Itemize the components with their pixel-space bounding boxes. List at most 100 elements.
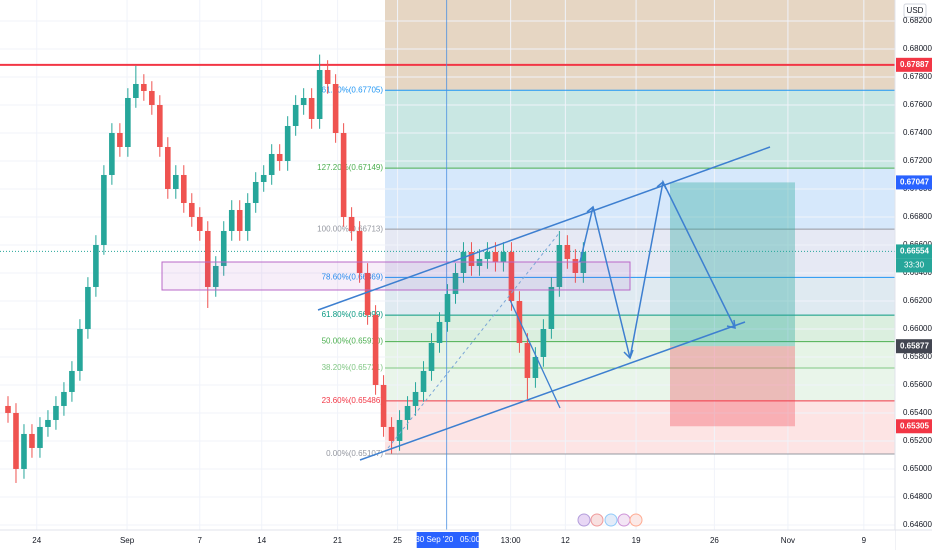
y-tick-label: 0.67400 (903, 128, 932, 137)
candle-body (276, 153, 283, 161)
y-tick-label: 0.67600 (903, 100, 932, 109)
channel-upper (317, 146, 771, 311)
event-icons (577, 513, 643, 527)
candle-body (173, 174, 179, 189)
fib-zone (385, 168, 895, 230)
y-tick-label: 0.68000 (903, 44, 932, 53)
fib-zone (385, 400, 895, 454)
candle-body (220, 230, 227, 266)
x-tick-label: Sep (120, 536, 135, 545)
y-tick-label: 0.65600 (903, 380, 932, 389)
price-label: 0.67047 (900, 178, 929, 187)
candle-body (85, 286, 91, 329)
drawings: 161.80%(0.67705)127.20%(0.67149)100.00%(… (0, 0, 895, 530)
candle-body (13, 412, 19, 469)
candle-body (404, 405, 411, 420)
price-label-box (896, 175, 932, 190)
candle-body (149, 90, 155, 105)
candle-body (196, 216, 203, 231)
candle-body (53, 405, 59, 420)
y-tick-label: 0.67200 (903, 156, 932, 165)
y-tick-label: 0.65800 (903, 352, 932, 361)
candle-body (109, 132, 115, 175)
candle-body (212, 265, 219, 287)
fib-label: 127.20%(0.67149) (317, 163, 383, 172)
price-label-box (896, 244, 932, 259)
candle-body (324, 69, 331, 84)
candle-body (61, 391, 67, 406)
y-tick-label: 0.65000 (903, 464, 932, 473)
candle-body (268, 153, 275, 175)
candle-body (444, 293, 451, 322)
candle-body (452, 272, 459, 294)
candle-body (364, 272, 371, 315)
candle-body (180, 174, 187, 203)
candle-body (572, 258, 579, 273)
fib-label: 78.60%(0.66369) (322, 272, 384, 281)
candle-body (157, 104, 163, 147)
grid (0, 0, 895, 530)
y-tick-label: 0.65200 (903, 436, 932, 445)
candle-body (428, 342, 435, 371)
candle-body (300, 97, 307, 105)
x-tick-label: 26 (710, 536, 719, 545)
candle-body (236, 209, 243, 231)
candle-body (117, 132, 123, 147)
x-tick-label: Nov (781, 536, 795, 545)
price-label-box (896, 419, 932, 434)
price-label-box (896, 57, 932, 72)
axes-labels: 0.68200 0.68000 0.67800 0.67600 0.67400 0.672… (32, 16, 932, 548)
candle-body (316, 69, 323, 119)
candle-body (372, 314, 379, 385)
candle-body (508, 251, 515, 301)
candle-body (252, 181, 259, 203)
candle-body (37, 426, 43, 448)
fib-label: 50.00%(0.65910) (322, 337, 384, 346)
candle-body (396, 419, 403, 441)
price-label: 0.67887 (900, 60, 929, 69)
y-tick-label: 0.64600 (903, 520, 932, 529)
candle-body (188, 202, 195, 217)
candle-body (141, 83, 147, 91)
candle-body (292, 104, 299, 126)
candle-body (45, 419, 51, 427)
x-tick-label: 21 (333, 536, 342, 545)
candle-body (492, 251, 499, 262)
arrow-heads (586, 180, 736, 360)
price-label: 0.65305 (900, 421, 929, 430)
trend-line (509, 299, 561, 409)
candle-body (29, 433, 35, 448)
fib-label: 23.60%(0.65486) (322, 396, 384, 405)
candle-body (564, 244, 571, 259)
candle-body (388, 426, 395, 441)
price-label: 0.65877 (900, 341, 929, 350)
x-tick-label: 14 (257, 536, 266, 545)
countdown: 33:30 (904, 261, 925, 270)
crosshair-label: 30 Sep '20 05:00 (415, 535, 480, 544)
candle-body (93, 244, 99, 287)
y-tick-label: 0.66000 (903, 324, 932, 333)
price-label: 0.66554 (900, 247, 929, 256)
candle-body (228, 209, 235, 231)
currency-box (903, 3, 927, 18)
candle-body (101, 174, 107, 245)
profit-zone (670, 182, 795, 347)
y-tick-label: 0.68200 (903, 16, 932, 25)
candle-body (516, 300, 523, 343)
zone-rectangle (161, 261, 631, 291)
fib-label: 0.00%(0.65107) (326, 449, 383, 458)
y-tick-label: 0.64800 (903, 492, 932, 501)
y-tick-label: 0.67800 (903, 72, 932, 81)
candle-body (5, 405, 11, 413)
y-tick-label: 0.66800 (903, 212, 932, 221)
price-axis (895, 0, 932, 550)
fib-zone (385, 315, 895, 342)
candle-body (484, 251, 491, 259)
candle-body (380, 384, 387, 427)
x-tick-label: 12 (561, 536, 570, 545)
candle-body (21, 433, 27, 469)
candle-body (125, 97, 131, 147)
candle-body (540, 328, 547, 357)
currency: USD (907, 6, 924, 15)
